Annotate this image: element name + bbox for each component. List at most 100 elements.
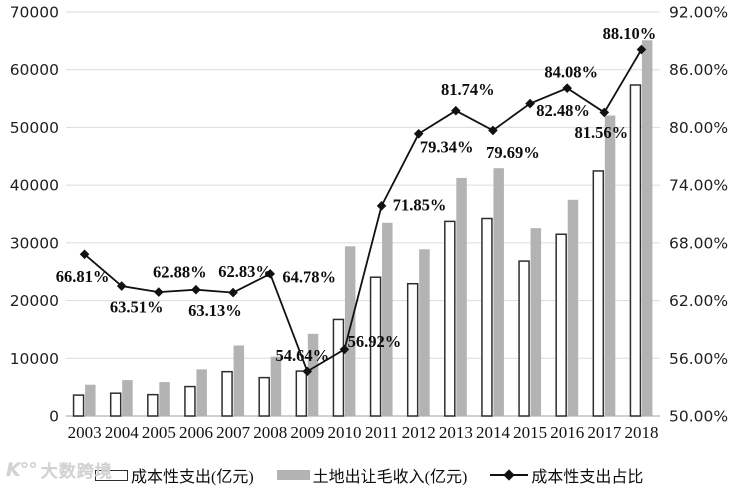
x-axis-year-label: 2007 bbox=[216, 423, 251, 442]
bar-cost-expenditure bbox=[109, 392, 122, 417]
line-data-label: 82.48% bbox=[536, 101, 590, 120]
x-axis-year-label: 2011 bbox=[365, 423, 398, 442]
bar-cost-expenditure bbox=[184, 385, 196, 417]
line-data-label: 64.78% bbox=[282, 267, 336, 286]
left-axis-tick-label: 60000 bbox=[10, 61, 59, 79]
line-data-label: 63.13% bbox=[188, 301, 242, 320]
solid-bar-swatch-icon bbox=[276, 470, 310, 480]
bar-land-revenue bbox=[604, 115, 616, 416]
x-axis-year-label: 2014 bbox=[476, 423, 511, 442]
legend-label-land-revenue: 土地出让毛收入(亿元) bbox=[312, 469, 468, 486]
x-axis-year-label: 2016 bbox=[550, 423, 584, 442]
diamond-marker-icon bbox=[191, 284, 201, 295]
right-axis-tick-label: 74.00% bbox=[669, 177, 728, 195]
chart-legend: 成本性支出(亿元) 土地出让毛收入(亿元) 成本性支出占比 bbox=[95, 463, 643, 487]
right-axis-tick-label: 68.00% bbox=[669, 234, 728, 252]
outline-bar-swatch-icon bbox=[95, 469, 128, 481]
bar-land-revenue bbox=[567, 199, 579, 416]
diamond-marker-icon bbox=[413, 128, 424, 139]
bar-land-revenue bbox=[382, 222, 393, 416]
x-axis-year-label: 2009 bbox=[290, 423, 324, 442]
left-axis-tick-label: 40000 bbox=[10, 177, 59, 195]
diamond-marker-icon bbox=[376, 201, 387, 211]
bar-cost-expenditure bbox=[72, 394, 85, 417]
bar-cost-expenditure bbox=[295, 370, 308, 417]
line-data-label: 62.83% bbox=[218, 262, 272, 281]
line-data-label: 88.10% bbox=[603, 24, 657, 43]
bar-cost-expenditure bbox=[444, 220, 456, 417]
watermark: K°° 大数跨境 bbox=[6, 457, 113, 483]
diamond-marker-icon bbox=[599, 107, 610, 118]
legend-label-cost-expenditure: 成本性支出(亿元) bbox=[131, 469, 254, 486]
bar-cost-expenditure bbox=[406, 282, 419, 417]
bar-cost-expenditure bbox=[332, 318, 345, 417]
left-axis-tick-label: 0 bbox=[49, 408, 59, 426]
line-data-label: 84.08% bbox=[544, 63, 598, 82]
right-axis-tick-label: 86.00% bbox=[669, 61, 728, 79]
line-data-label: 56.92% bbox=[348, 332, 402, 351]
line-cost-ratio bbox=[83, 49, 643, 373]
right-axis-tick-label: 80.00% bbox=[669, 119, 728, 137]
right-axis-tick-label: 62.00% bbox=[669, 292, 728, 310]
line-data-label: 54.64% bbox=[276, 346, 330, 365]
bar-land-revenue bbox=[122, 380, 133, 416]
x-axis-year-label: 2013 bbox=[439, 423, 473, 442]
x-axis-year-label: 2008 bbox=[253, 423, 287, 442]
bar-land-revenue bbox=[419, 249, 430, 416]
diamond-marker-icon bbox=[302, 366, 313, 377]
diamond-marker-icon bbox=[116, 281, 127, 291]
bar-cost-expenditure bbox=[369, 276, 382, 417]
bar-land-revenue bbox=[530, 228, 542, 416]
diamond-marker-icon bbox=[488, 125, 498, 136]
bar-land-revenue bbox=[456, 177, 467, 416]
line-data-label: 79.34% bbox=[420, 137, 474, 156]
bar-cost-expenditure bbox=[629, 84, 642, 417]
diamond-marker-icon bbox=[339, 344, 350, 355]
left-axis-tick-label: 30000 bbox=[10, 234, 59, 252]
bar-cost-expenditure bbox=[481, 217, 493, 417]
diamond-marker-icon bbox=[79, 249, 90, 260]
right-axis-tick-label: 56.00% bbox=[669, 350, 728, 368]
bar-cost-expenditure bbox=[518, 260, 530, 417]
legend-item-land-revenue: 土地出让毛收入(亿元) bbox=[276, 463, 468, 487]
watermark-logo-icon: K°° bbox=[6, 458, 38, 481]
bar-cost-expenditure bbox=[221, 370, 233, 417]
bar-cost-expenditure bbox=[258, 376, 270, 417]
left-axis-tick-label: 20000 bbox=[10, 292, 59, 310]
left-axis-tick-label: 70000 bbox=[10, 4, 59, 22]
diamond-marker-icon bbox=[154, 287, 164, 297]
x-axis-year-label: 2015 bbox=[513, 423, 547, 442]
right-axis-tick-label: 92.00% bbox=[669, 4, 728, 22]
x-axis-year-label: 2012 bbox=[402, 423, 436, 442]
diamond-marker-icon bbox=[451, 105, 461, 116]
diamond-marker-icon bbox=[636, 44, 647, 55]
line-data-label: 63.51% bbox=[110, 298, 164, 317]
chart-plot-area: 0 50.00% 10000 56.00% 20000 62.00% 30000 68.00%… bbox=[10, 4, 728, 443]
x-axis-year-label: 2017 bbox=[587, 423, 622, 442]
watermark-text: 大数跨境 bbox=[40, 462, 113, 482]
bar-cost-expenditure bbox=[592, 170, 605, 417]
bar-land-revenue bbox=[344, 246, 356, 416]
bar-land-revenue bbox=[85, 384, 96, 416]
x-axis-year-label: 2010 bbox=[327, 423, 361, 442]
line-data-label: 71.85% bbox=[393, 195, 447, 214]
legend-item-cost-ratio: 成本性支出占比 bbox=[490, 463, 643, 487]
line-data-label: 81.56% bbox=[575, 123, 629, 142]
x-axis-year-label: 2004 bbox=[105, 423, 140, 442]
x-axis-year-label: 2018 bbox=[624, 423, 658, 442]
bar-cost-expenditure bbox=[555, 233, 567, 417]
bar-land-revenue bbox=[307, 333, 319, 416]
x-axis-year-label: 2003 bbox=[68, 423, 102, 442]
bar-land-revenue bbox=[233, 345, 245, 416]
diamond-marker-icon bbox=[525, 98, 535, 109]
diamond-marker-icon bbox=[228, 287, 238, 298]
bar-land-revenue bbox=[270, 356, 282, 416]
bar-land-revenue bbox=[641, 40, 653, 416]
diamond-marker-icon bbox=[562, 83, 572, 93]
diamond-marker-icon bbox=[265, 269, 275, 279]
bar-land-revenue bbox=[493, 168, 504, 416]
bar-land-revenue bbox=[159, 382, 170, 416]
left-axis-tick-label: 50000 bbox=[10, 119, 59, 137]
line-data-label: 66.81% bbox=[56, 267, 110, 286]
